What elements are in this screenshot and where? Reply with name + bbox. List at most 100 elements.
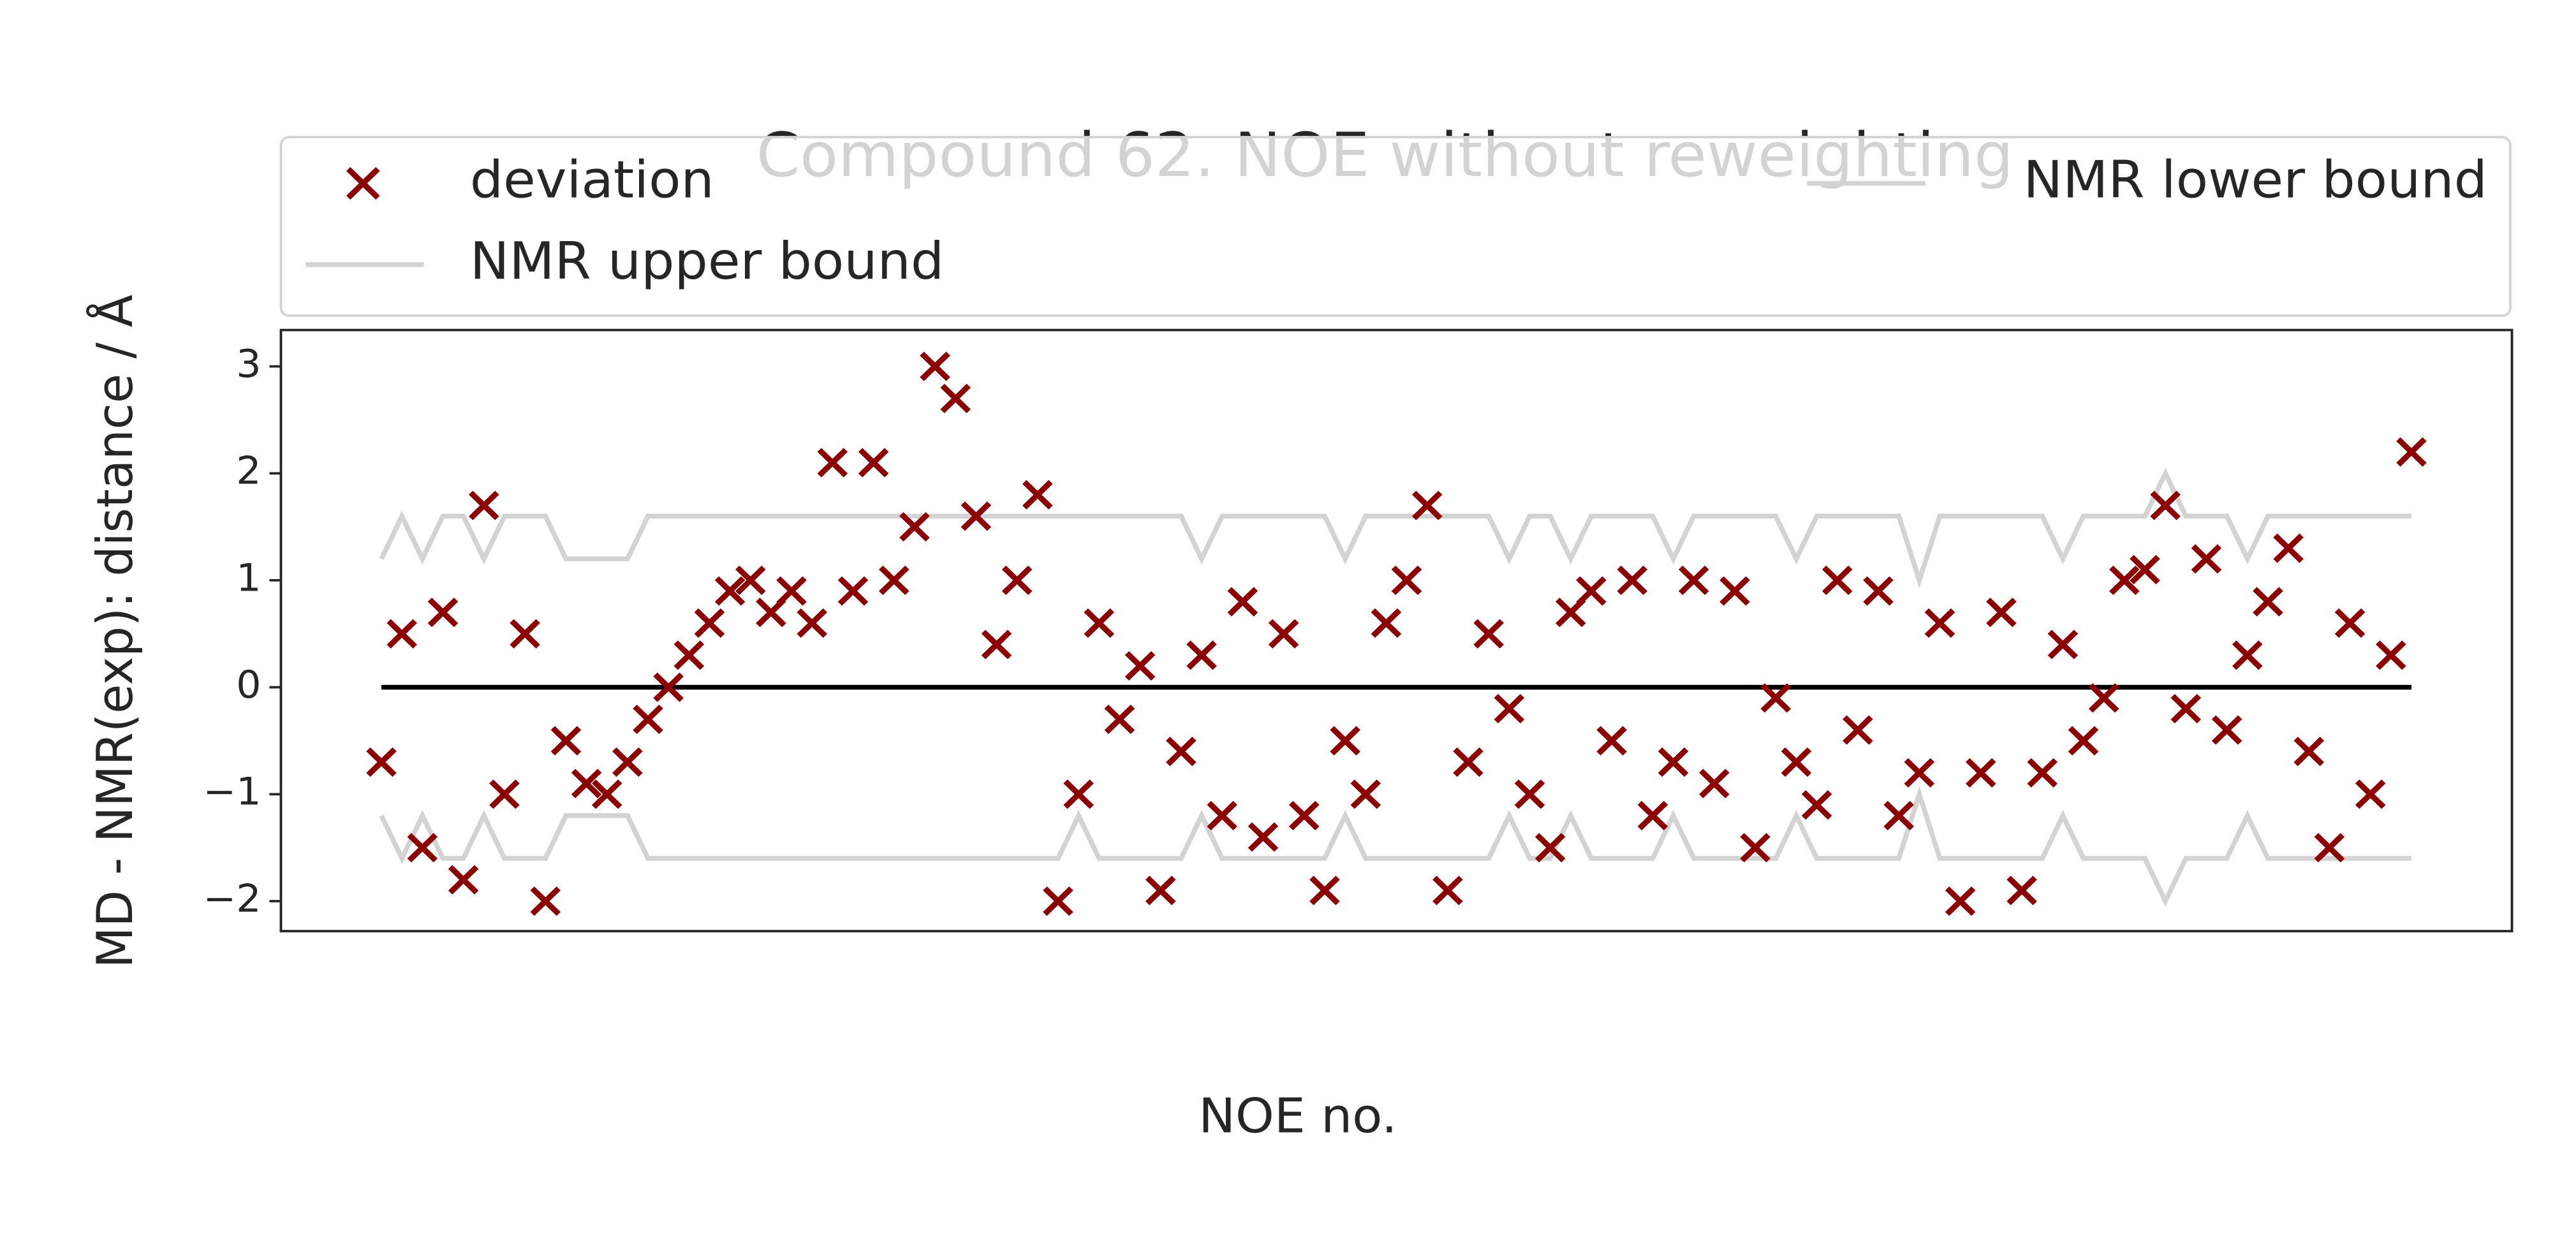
deviation-marker [1063, 779, 1094, 809]
deviation-marker [1391, 565, 1422, 596]
deviation-marker [2355, 779, 2386, 809]
plot-frame [279, 328, 2513, 932]
deviation-marker [1596, 726, 1627, 756]
deviation-marker [1986, 598, 2017, 628]
deviation-marker [2109, 565, 2140, 596]
deviation-marker [817, 448, 848, 478]
deviation-marker [940, 383, 971, 413]
deviation-marker [1166, 737, 1196, 767]
deviation-marker [2006, 876, 2037, 906]
deviation-marker [2088, 683, 2119, 713]
deviation-marker [448, 865, 479, 895]
deviation-marker [1350, 779, 1381, 809]
deviation-marker [1699, 768, 1730, 798]
deviation-marker [1248, 822, 1279, 852]
deviation-marker [776, 576, 807, 606]
deviation-marker [1822, 565, 1853, 596]
deviation-marker [427, 598, 459, 628]
deviation-marker [2047, 629, 2079, 659]
deviation-marker [510, 619, 540, 649]
deviation-marker [1022, 480, 1053, 510]
deviation-marker [2027, 758, 2058, 788]
y-tick-label: −1 [203, 770, 261, 814]
deviation-marker [2376, 640, 2406, 670]
deviation-marker [489, 779, 520, 809]
deviation-marker [366, 747, 397, 777]
deviation-marker [1678, 565, 1709, 596]
y-tick-label: 1 [236, 555, 261, 600]
deviation-marker [1781, 747, 1812, 777]
deviation-marker [633, 704, 663, 735]
deviation-marker [1576, 576, 1607, 606]
deviation-marker [1535, 833, 1566, 863]
deviation-marker [468, 490, 499, 520]
deviation-marker [1145, 876, 1176, 906]
deviation-marker [1124, 651, 1156, 681]
deviation-marker [1658, 747, 1689, 777]
deviation-marker [1268, 619, 1299, 649]
x-axis-label: NOE no. [1198, 1088, 1397, 1144]
deviation-marker [1760, 683, 1792, 713]
deviation-marker [1945, 886, 1976, 916]
deviation-marker [591, 779, 622, 809]
deviation-marker [1904, 758, 1935, 788]
deviation-marker [1371, 608, 1402, 638]
deviation-marker [1494, 694, 1525, 724]
deviation-marker [1473, 619, 1504, 649]
deviation-marker [653, 672, 684, 702]
deviation-marker [1207, 800, 1238, 830]
bound-line [379, 786, 2411, 907]
deviation-marker [879, 565, 909, 596]
deviation-marker [530, 886, 561, 916]
y-tick-label: 0 [236, 663, 261, 707]
deviation-marker [2191, 544, 2222, 574]
deviation-marker [1432, 876, 1463, 906]
deviation-marker [1719, 576, 1750, 606]
deviation-marker [2150, 490, 2181, 520]
deviation-marker [735, 565, 766, 596]
deviation-marker [2314, 833, 2345, 863]
legend-marker [346, 166, 380, 200]
deviation-marker [1309, 876, 1340, 906]
deviation-marker [1883, 800, 1915, 830]
deviation-marker [1843, 715, 1873, 745]
deviation-marker [1043, 886, 1073, 916]
deviation-marker [612, 747, 643, 777]
deviation-marker [920, 351, 950, 381]
deviation-marker [1330, 726, 1360, 756]
deviation-marker [1637, 800, 1668, 830]
deviation-marker [1104, 704, 1135, 735]
deviation-marker [2130, 555, 2160, 585]
legend-label: NMR lower bound [2024, 151, 2487, 210]
deviation-marker [1924, 608, 1955, 638]
deviation-marker [2293, 737, 2325, 767]
deviation-marker [2396, 437, 2427, 467]
deviation-marker [714, 576, 746, 606]
deviation-marker [550, 726, 582, 756]
deviation-marker [1186, 640, 1217, 670]
y-tick-label: −2 [203, 876, 261, 921]
deviation-marker [2253, 587, 2283, 617]
deviation-marker [2273, 533, 2304, 563]
deviation-marker [1084, 608, 1115, 638]
legend-box [279, 136, 2512, 317]
deviation-marker [797, 608, 827, 638]
deviation-marker [1411, 490, 1443, 520]
deviation-marker [1966, 758, 1996, 788]
y-tick-label: 2 [236, 448, 261, 493]
y-tick-label: 3 [236, 342, 261, 386]
deviation-marker [1453, 747, 1483, 777]
deviation-marker [673, 640, 705, 670]
bound-line [379, 467, 2411, 589]
deviation-marker [571, 768, 602, 798]
deviation-marker [1289, 800, 1320, 830]
deviation-marker [2211, 715, 2242, 745]
deviation-marker [386, 619, 417, 649]
deviation-marker [2334, 608, 2366, 638]
deviation-marker [1801, 790, 1832, 820]
deviation-marker [1740, 833, 1770, 863]
deviation-marker [2232, 640, 2263, 670]
deviation-marker [2170, 694, 2202, 724]
deviation-marker [2068, 726, 2099, 756]
